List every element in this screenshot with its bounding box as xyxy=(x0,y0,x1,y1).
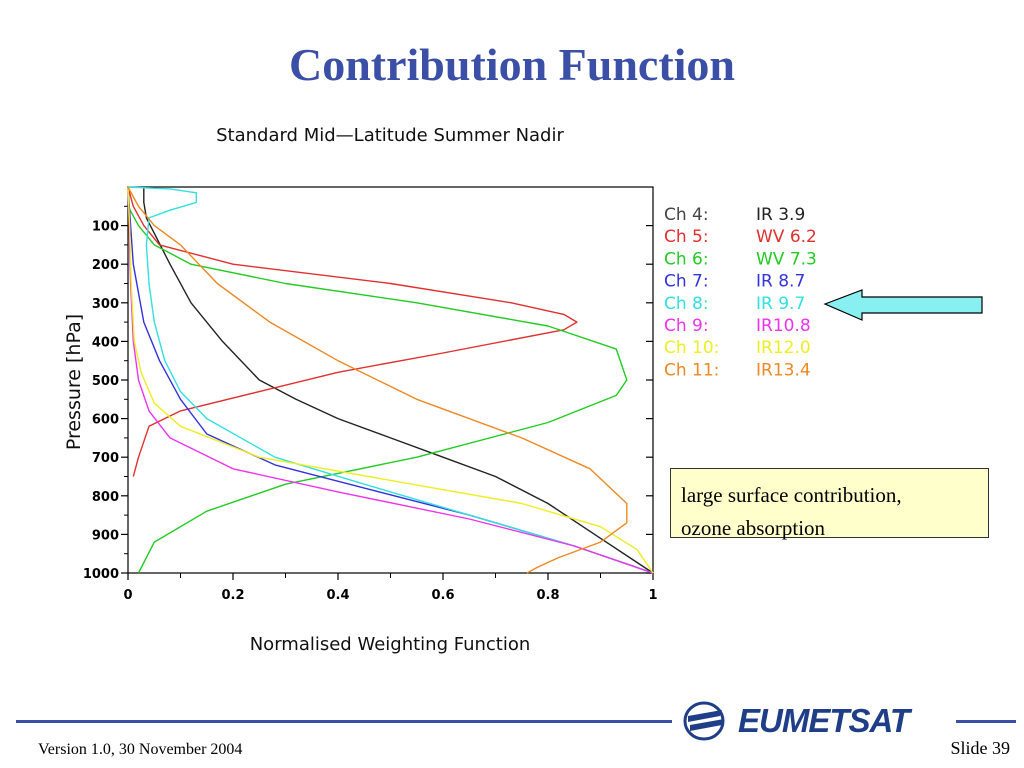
y-tick-label: 200 xyxy=(92,258,119,273)
x-tick-label: 1 xyxy=(648,588,657,603)
x-axis-label: Normalised Weighting Function xyxy=(250,634,531,655)
x-tick-label: 0.8 xyxy=(536,588,559,603)
footer-rule-left xyxy=(16,720,672,723)
y-tick-label: 1000 xyxy=(83,567,119,582)
legend-channel-label: Ch 8: xyxy=(664,294,709,314)
legend-channel-value: IR12.0 xyxy=(756,338,811,358)
legend-channel-label: Ch 7: xyxy=(664,272,709,292)
legend-channel-label: Ch 4: xyxy=(664,205,709,225)
legend-channel-value: IR 3.9 xyxy=(756,205,805,225)
legend-channel-label: Ch 5: xyxy=(664,227,709,247)
legend-channel-value: IR10.8 xyxy=(756,316,811,336)
eumetsat-logo: EUMETSAT xyxy=(680,700,954,742)
series-line-2 xyxy=(127,186,578,477)
logo-text: EUMETSAT xyxy=(738,702,910,739)
legend-channel-value: IR 9.7 xyxy=(756,294,805,314)
y-tick-label: 600 xyxy=(92,413,119,428)
pointer-arrow xyxy=(823,289,983,321)
series-line-8 xyxy=(127,186,628,574)
x-tick-label: 0.2 xyxy=(221,588,244,603)
legend-channel-value: WV 7.3 xyxy=(756,249,817,269)
y-tick-label: 100 xyxy=(92,220,119,235)
legend-channel-value: IR 8.7 xyxy=(756,272,805,292)
y-tick-label: 800 xyxy=(92,490,119,505)
y-tick-label: 300 xyxy=(92,297,119,312)
legend-channel-label: Ch 6: xyxy=(664,249,709,269)
plot-frame xyxy=(127,186,654,574)
y-tick-label: 700 xyxy=(92,451,119,466)
series-line-3 xyxy=(127,205,628,574)
x-tick-label: 0.4 xyxy=(326,588,349,603)
legend-channel-label: Ch 10: xyxy=(664,338,719,358)
series-line-1 xyxy=(143,187,654,574)
series-line-4 xyxy=(127,186,654,574)
y-axis-label: Pressure [hPa] xyxy=(63,314,85,450)
y-tick-label: 400 xyxy=(92,335,119,350)
y-tick-label: 900 xyxy=(92,528,119,543)
legend-channel-value: WV 6.2 xyxy=(756,227,817,247)
footer-rule-right xyxy=(956,720,1016,723)
x-tick-label: 0.6 xyxy=(431,588,454,603)
x-tick-label: 0 xyxy=(123,588,132,603)
series-line-7 xyxy=(127,186,654,574)
eumetsat-logo-icon xyxy=(683,701,725,741)
footer-version: Version 1.0, 30 November 2004 xyxy=(38,741,243,758)
y-tick-label: 500 xyxy=(92,374,119,389)
legend-channel-label: Ch 11: xyxy=(664,360,719,380)
chart-title: Standard Mid—Latitude Summer Nadir xyxy=(216,125,564,146)
legend-channel-label: Ch 9: xyxy=(664,316,709,336)
weighting-function-chart: Standard Mid—Latitude Summer Nadir 0 0.2 0.… xyxy=(63,125,983,655)
callout-line-2: ozone absorption xyxy=(681,516,826,540)
callout-line-1: large surface contribution, xyxy=(681,483,902,507)
legend-channel-value: IR13.4 xyxy=(756,360,811,380)
series-line-5 xyxy=(127,186,654,574)
series-line-6 xyxy=(127,186,654,574)
callout-box: large surface contribution, ozone absorp… xyxy=(670,468,989,540)
slide-title: Contribution Function xyxy=(288,39,736,90)
slide-number: Slide 39 xyxy=(950,738,1010,758)
